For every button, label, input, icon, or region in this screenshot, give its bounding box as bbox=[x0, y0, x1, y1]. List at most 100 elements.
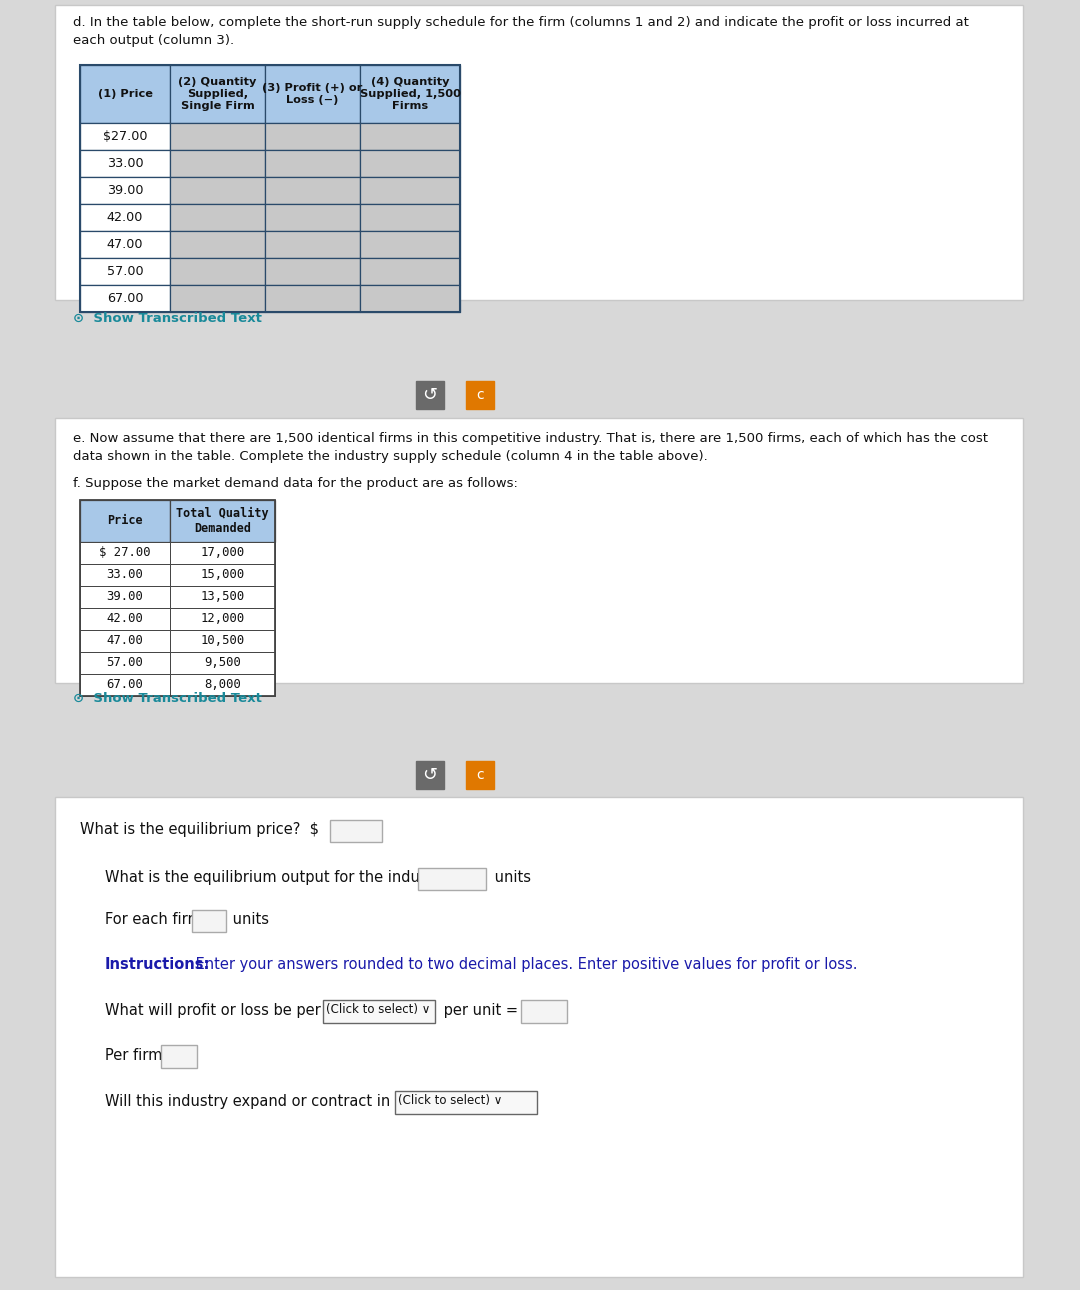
Bar bbox=[55, 5, 1023, 301]
Bar bbox=[265, 204, 360, 231]
Bar bbox=[80, 501, 275, 697]
Bar bbox=[170, 231, 265, 258]
Text: (Click to select) ∨: (Click to select) ∨ bbox=[399, 1094, 502, 1107]
Text: 33.00: 33.00 bbox=[107, 569, 144, 582]
Bar bbox=[170, 501, 275, 542]
Bar bbox=[265, 285, 360, 312]
Text: ⊙  Show Transcribed Text: ⊙ Show Transcribed Text bbox=[73, 691, 261, 706]
Text: 67.00: 67.00 bbox=[107, 292, 144, 304]
Text: data shown in the table. Complete the industry supply schedule (column 4 in the : data shown in the table. Complete the in… bbox=[73, 450, 707, 463]
Bar bbox=[55, 797, 1023, 1277]
Bar bbox=[170, 123, 265, 150]
Text: (4) Quantity
Supplied, 1,500
Firms: (4) Quantity Supplied, 1,500 Firms bbox=[360, 77, 460, 111]
Text: (Click to select) ∨: (Click to select) ∨ bbox=[326, 1004, 430, 1017]
Bar bbox=[80, 64, 460, 312]
Bar bbox=[161, 1045, 197, 1068]
Bar bbox=[360, 258, 460, 285]
Bar bbox=[360, 231, 460, 258]
Bar bbox=[170, 150, 265, 177]
Text: 42.00: 42.00 bbox=[107, 212, 144, 224]
Bar bbox=[330, 820, 382, 842]
Text: 47.00: 47.00 bbox=[107, 635, 144, 648]
Text: (3) Profit (+) or
Loss (−): (3) Profit (+) or Loss (−) bbox=[262, 83, 363, 104]
Text: Enter your answers rounded to two decimal places. Enter positive values for prof: Enter your answers rounded to two decima… bbox=[191, 957, 858, 971]
Bar bbox=[80, 586, 170, 608]
Text: 39.00: 39.00 bbox=[107, 591, 144, 604]
Bar bbox=[360, 123, 460, 150]
Text: 67.00: 67.00 bbox=[107, 679, 144, 691]
Text: (2) Quantity
Supplied,
Single Firm: (2) Quantity Supplied, Single Firm bbox=[178, 77, 257, 111]
Bar bbox=[80, 542, 170, 564]
Bar bbox=[80, 64, 170, 123]
Text: per unit = $: per unit = $ bbox=[438, 1004, 532, 1018]
Text: $ 27.00: $ 27.00 bbox=[99, 547, 151, 560]
Text: 12,000: 12,000 bbox=[201, 613, 245, 626]
Text: e. Now assume that there are 1,500 identical firms in this competitive industry.: e. Now assume that there are 1,500 ident… bbox=[73, 432, 988, 445]
Text: Total Quality
Demanded: Total Quality Demanded bbox=[176, 507, 269, 535]
Text: c: c bbox=[476, 388, 484, 402]
Bar bbox=[360, 177, 460, 204]
Bar bbox=[80, 608, 170, 630]
Text: 15,000: 15,000 bbox=[201, 569, 245, 582]
Bar bbox=[80, 564, 170, 586]
Bar bbox=[265, 177, 360, 204]
Bar bbox=[418, 868, 486, 890]
Text: What will profit or loss be per unit?: What will profit or loss be per unit? bbox=[105, 1004, 362, 1018]
Text: Will this industry expand or contract in the long run?: Will this industry expand or contract in… bbox=[105, 1094, 492, 1109]
Bar bbox=[170, 586, 275, 608]
Text: Price: Price bbox=[107, 515, 143, 528]
Bar bbox=[265, 64, 360, 123]
Text: 57.00: 57.00 bbox=[107, 657, 144, 670]
Bar bbox=[170, 673, 275, 697]
Text: f. Suppose the market demand data for the product are as follows:: f. Suppose the market demand data for th… bbox=[73, 477, 518, 490]
Bar bbox=[80, 150, 170, 177]
Text: ⊙  Show Transcribed Text: ⊙ Show Transcribed Text bbox=[73, 312, 261, 325]
Text: units: units bbox=[228, 912, 269, 928]
Bar bbox=[170, 630, 275, 651]
Bar bbox=[265, 258, 360, 285]
Bar bbox=[170, 608, 275, 630]
Bar bbox=[323, 1000, 435, 1023]
Bar bbox=[360, 285, 460, 312]
Bar bbox=[80, 204, 170, 231]
Bar bbox=[80, 258, 170, 285]
Bar bbox=[192, 909, 226, 931]
Text: each output (column 3).: each output (column 3). bbox=[73, 34, 234, 46]
Bar bbox=[360, 204, 460, 231]
Bar bbox=[80, 123, 170, 150]
Bar bbox=[170, 564, 275, 586]
Text: Per firm?  $: Per firm? $ bbox=[105, 1047, 189, 1063]
Text: $27.00: $27.00 bbox=[103, 130, 147, 143]
Text: 13,500: 13,500 bbox=[201, 591, 245, 604]
Bar bbox=[521, 1000, 567, 1023]
Bar bbox=[265, 123, 360, 150]
Text: 57.00: 57.00 bbox=[107, 264, 144, 279]
Bar bbox=[170, 542, 275, 564]
Text: ↺: ↺ bbox=[422, 386, 437, 404]
Text: For each firm?: For each firm? bbox=[105, 912, 210, 928]
Text: What is the equilibrium price?  $: What is the equilibrium price? $ bbox=[80, 822, 319, 837]
Bar bbox=[265, 150, 360, 177]
Text: 42.00: 42.00 bbox=[107, 613, 144, 626]
Bar bbox=[80, 501, 170, 542]
Bar bbox=[170, 285, 265, 312]
Bar bbox=[80, 630, 170, 651]
Bar bbox=[416, 761, 444, 789]
Bar bbox=[55, 418, 1023, 682]
Bar bbox=[80, 285, 170, 312]
Bar bbox=[170, 651, 275, 673]
Bar bbox=[416, 381, 444, 409]
Text: 17,000: 17,000 bbox=[201, 547, 245, 560]
Bar bbox=[80, 651, 170, 673]
Text: 33.00: 33.00 bbox=[107, 157, 144, 170]
Text: Instructions:: Instructions: bbox=[105, 957, 211, 971]
Text: 39.00: 39.00 bbox=[107, 184, 144, 197]
Bar bbox=[170, 64, 265, 123]
Bar bbox=[170, 177, 265, 204]
Text: units: units bbox=[490, 869, 531, 885]
Text: (1) Price: (1) Price bbox=[97, 89, 152, 99]
Bar bbox=[395, 1091, 537, 1115]
Text: 9,500: 9,500 bbox=[204, 657, 241, 670]
Bar bbox=[360, 64, 460, 123]
Text: c: c bbox=[476, 768, 484, 782]
